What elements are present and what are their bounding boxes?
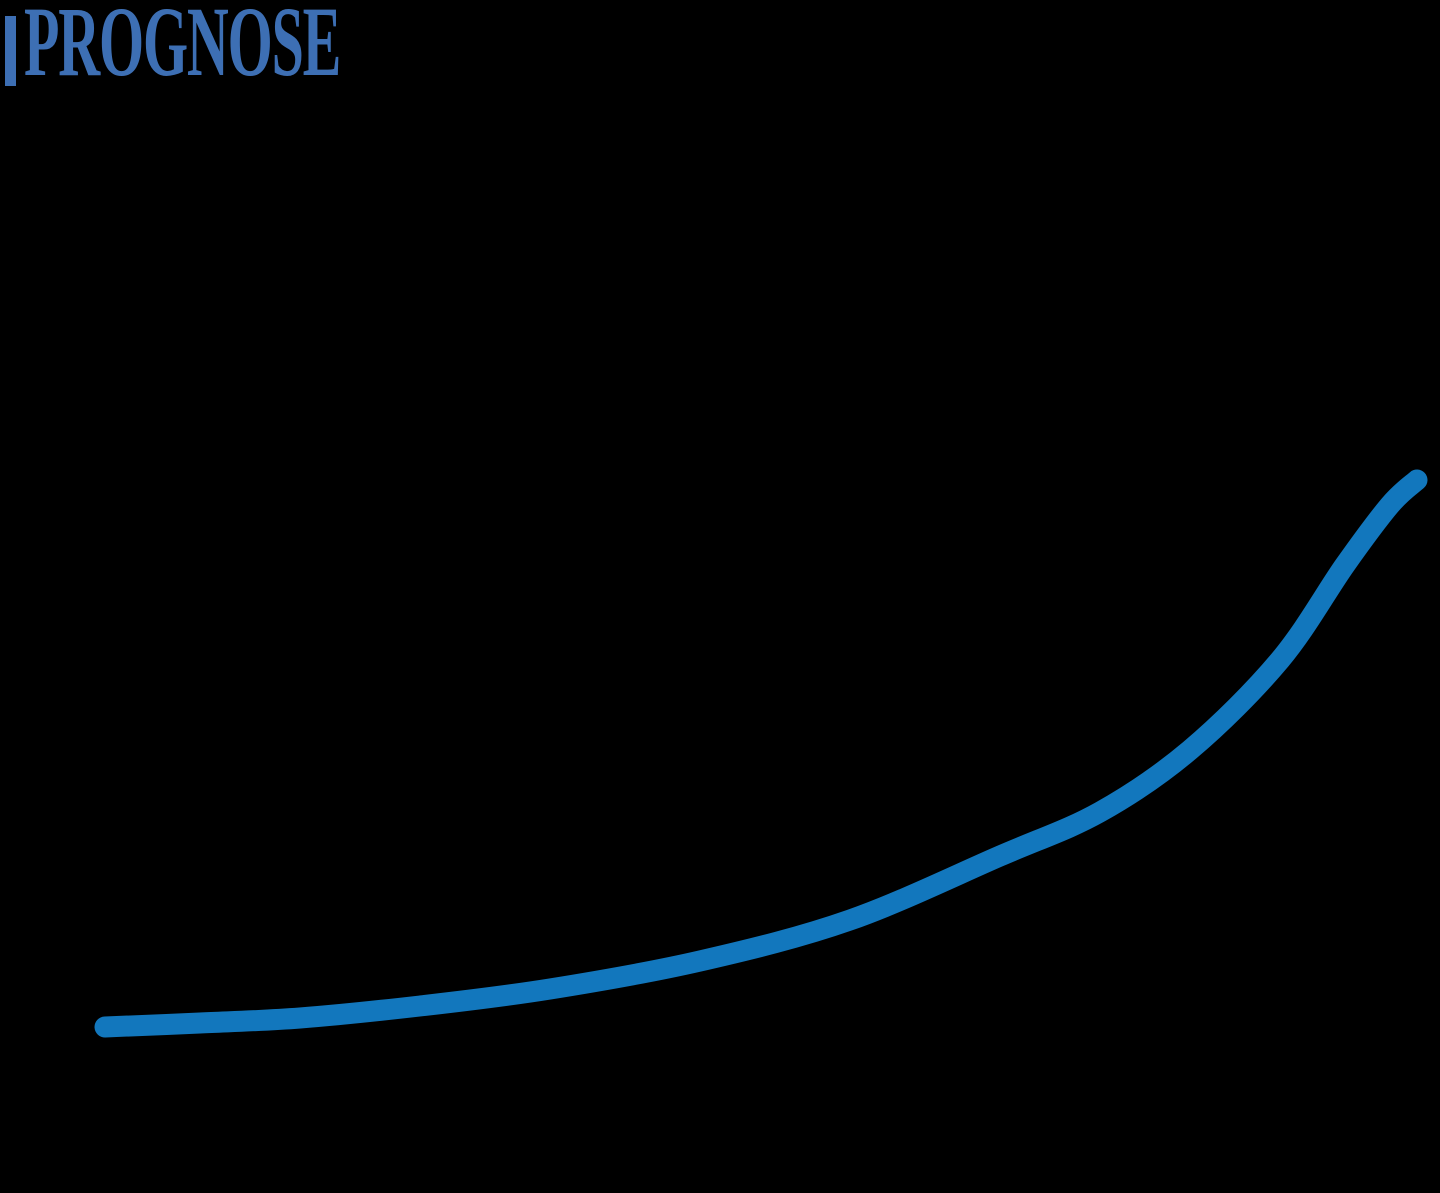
- prognose-curve-line: [94, 469, 1428, 1038]
- masthead: PROGNOSE: [0, 0, 600, 100]
- masthead-left-bar: [5, 16, 16, 86]
- page-title: PROGNOSE: [24, 0, 341, 97]
